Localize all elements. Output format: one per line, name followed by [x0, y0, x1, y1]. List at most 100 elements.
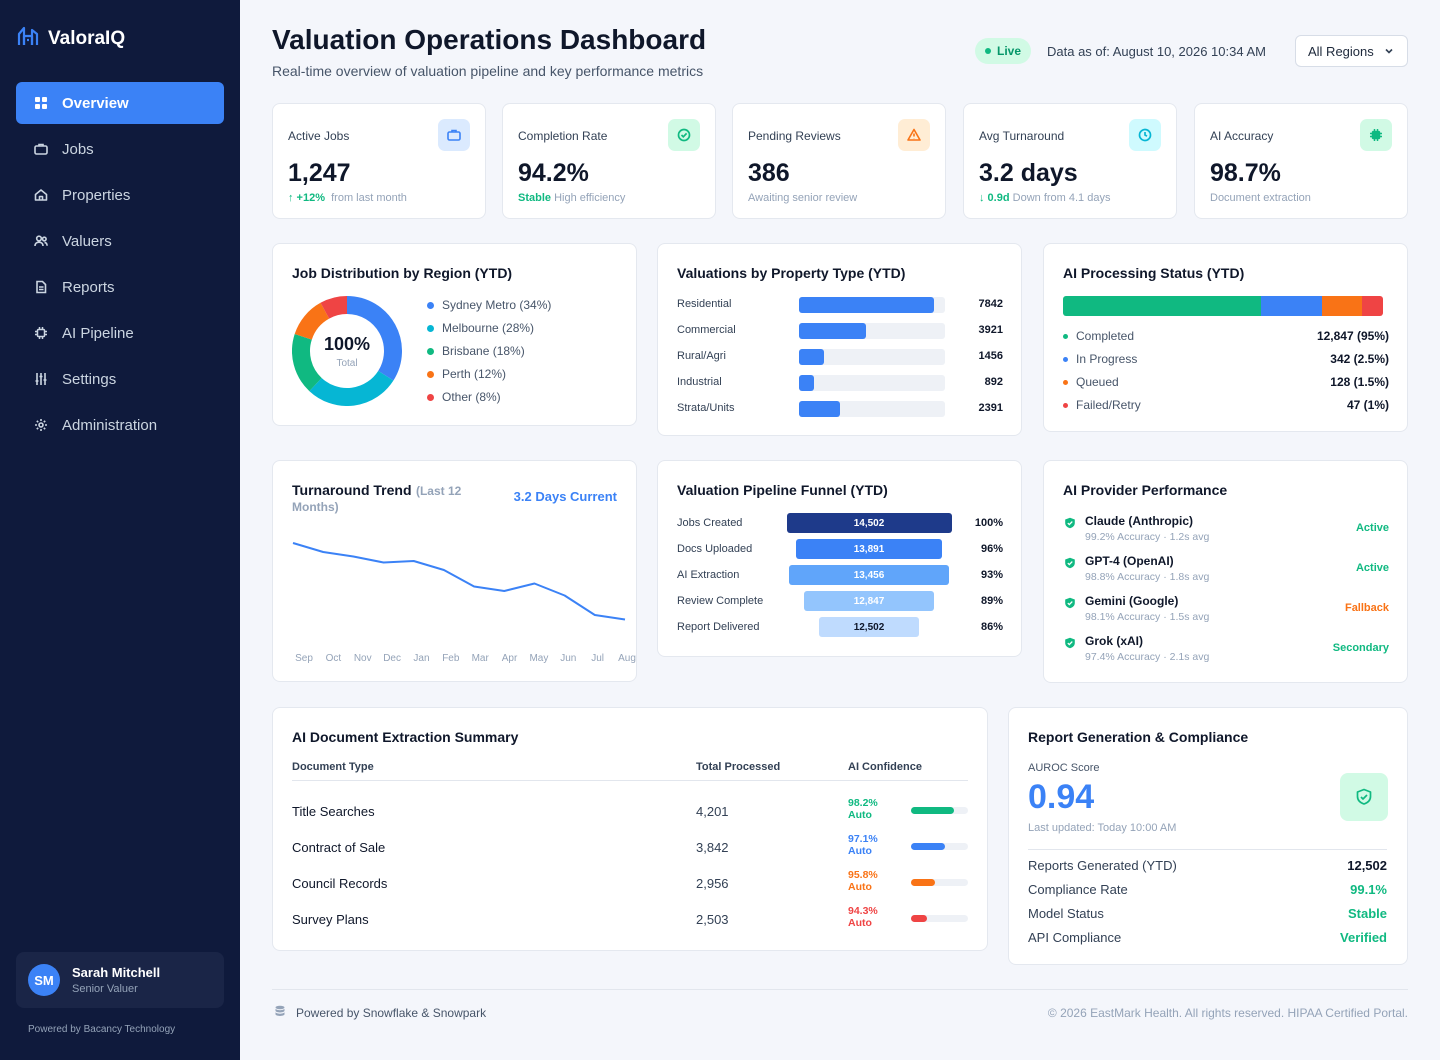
- live-badge: Live: [975, 38, 1032, 64]
- sidebar-item-label: AI Pipeline: [62, 324, 134, 342]
- bar-label: Strata/Units: [677, 402, 735, 414]
- ai-status-card: AI Processing Status (YTD) Completed 12,8…: [1043, 243, 1408, 432]
- sidebar-item-ai-pipeline[interactable]: AI Pipeline: [16, 312, 224, 354]
- region-distribution-card: Job Distribution by Region (YTD) 100% To…: [272, 243, 637, 426]
- sidebar-item-label: Reports: [62, 278, 115, 296]
- doc-type: Council Records: [292, 876, 388, 891]
- donut-center-label: Total: [336, 358, 358, 369]
- confidence-mode: Auto: [848, 881, 872, 893]
- funnel-pct: 96%: [980, 543, 1003, 555]
- data-timestamp: Data as of: August 10, 2026 10:34 AM: [1047, 44, 1266, 59]
- provider-row[interactable]: GPT-4 (OpenAI) 98.8% Accuracy · 1.8s avg A…: [1063, 554, 1389, 586]
- status-value: 12,847 (95%): [1316, 329, 1389, 343]
- sidebar-item-administration[interactable]: Administration: [16, 404, 224, 446]
- kpi-card-pending-reviews[interactable]: Pending Reviews 386 Awaiting senior revi…: [732, 103, 946, 219]
- x-tick-label: Jul: [591, 653, 604, 664]
- x-tick-label: Oct: [326, 653, 342, 664]
- confidence-track: [911, 915, 968, 922]
- funnel-pct: 100%: [974, 517, 1003, 529]
- page-subtitle: Real-time overview of valuation pipeline…: [272, 63, 704, 79]
- compliance-card: Report Generation & Compliance AUROC Sco…: [1008, 707, 1408, 965]
- sidebar-item-label: Settings: [62, 370, 117, 388]
- kpi-card-completion-rate[interactable]: Completion Rate 94.2% Stable High effici…: [502, 103, 716, 219]
- kpi-label: Completion Rate: [518, 129, 608, 143]
- kpi-sub-text: Down from 4.1 days: [1012, 192, 1111, 204]
- bar-fill: [799, 323, 867, 339]
- provider-row[interactable]: Grok (xAI) 97.4% Accuracy · 2.1s avg Secon…: [1063, 634, 1389, 666]
- doc-type: Contract of Sale: [292, 840, 386, 855]
- compliance-value: 12,502: [1347, 858, 1387, 873]
- kpi-label: Avg Turnaround: [979, 129, 1065, 143]
- sidebar-item-jobs[interactable]: Jobs: [16, 128, 224, 170]
- compliance-row: Compliance Rate 99.1%: [1028, 882, 1387, 900]
- doc-total: 3,842: [696, 840, 729, 855]
- briefcase-icon: [438, 119, 470, 151]
- funnel-bar: 12,847: [803, 591, 935, 611]
- donut-slice-0: [346, 296, 402, 381]
- status-item: In Progress 342 (2.5%): [1063, 352, 1389, 368]
- trend-title-note: (Last 12 Months): [292, 484, 462, 514]
- sidebar-nav: Overview Jobs Properties Valuers Reports…: [16, 82, 224, 450]
- card-title: Report Generation & Compliance: [1028, 729, 1249, 745]
- table-row[interactable]: Contract of Sale 3,842 97.1% Auto: [292, 833, 968, 861]
- sidebar-item-reports[interactable]: Reports: [16, 266, 224, 308]
- legend-item: Other (8%): [427, 390, 501, 404]
- kpi-card-ai-accuracy[interactable]: AI Accuracy 98.7% Document extraction: [1194, 103, 1408, 219]
- kpi-card-avg-turnaround[interactable]: Avg Turnaround 3.2 days ↓ 0.9d Down from…: [963, 103, 1177, 219]
- region-select[interactable]: All Regions: [1295, 35, 1408, 67]
- column-header-type[interactable]: Document Type: [292, 761, 374, 773]
- funnel-bar: 13,456: [788, 565, 950, 585]
- provider-performance-card: AI Provider Performance Claude (Anthropi…: [1043, 460, 1408, 683]
- provider-status: Active: [1355, 562, 1389, 574]
- status-segment: [1063, 296, 1262, 316]
- card-title: Job Distribution by Region (YTD): [292, 265, 513, 281]
- legend-item: Brisbane (18%): [427, 344, 525, 358]
- provider-row[interactable]: Claude (Anthropic) 99.2% Accuracy · 1.2s …: [1063, 514, 1389, 546]
- x-tick-label: Apr: [502, 653, 518, 664]
- sidebar-item-label: Jobs: [62, 140, 94, 158]
- card-title: Valuations by Property Type (YTD): [677, 265, 906, 281]
- x-tick-label: Jun: [560, 653, 576, 664]
- brand[interactable]: ValoraIQ: [16, 24, 125, 53]
- kpi-value: 94.2%: [518, 159, 589, 187]
- funnel-row: Review Complete 12,847 89%: [677, 591, 1003, 611]
- table-row[interactable]: Title Searches 4,201 98.2% Auto: [292, 797, 968, 825]
- status-item: Queued 128 (1.5%): [1063, 375, 1389, 391]
- kpi-card-active-jobs[interactable]: Active Jobs 1,247 ↑ +12% from last month: [272, 103, 486, 219]
- sidebar-item-valuers[interactable]: Valuers: [16, 220, 224, 262]
- sidebar-item-overview[interactable]: Overview: [16, 82, 224, 124]
- card-title: AI Processing Status (YTD): [1063, 265, 1245, 281]
- table-row[interactable]: Council Records 2,956 95.8% Auto: [292, 869, 968, 897]
- sidebar-item-settings[interactable]: Settings: [16, 358, 224, 400]
- confidence-fill: [911, 807, 954, 814]
- user-card[interactable]: SM Sarah Mitchell Senior Valuer: [16, 952, 224, 1008]
- table-row[interactable]: Survey Plans 2,503 94.3% Auto: [292, 905, 968, 933]
- sidebar-item-properties[interactable]: Properties: [16, 174, 224, 216]
- kpi-sub: Document extraction: [1210, 192, 1311, 204]
- funnel-label: Review Complete: [677, 595, 764, 607]
- column-header-confidence[interactable]: AI Confidence: [848, 761, 922, 773]
- bar-row: Commercial 3921: [677, 323, 1003, 339]
- trend-current-value: 3.2 Days Current: [513, 489, 617, 504]
- legend-dot-icon: [427, 370, 434, 378]
- provider-name: Gemini (Google): [1085, 594, 1179, 608]
- funnel-row: Report Delivered 12,502 86%: [677, 617, 1003, 637]
- bar-label: Commercial: [677, 324, 736, 336]
- bar-track: [799, 297, 945, 313]
- column-header-total[interactable]: Total Processed: [696, 761, 781, 773]
- users-icon: [34, 234, 48, 248]
- check-circle-icon: [668, 119, 700, 151]
- funnel-bar: 12,502: [818, 617, 920, 637]
- provider-row[interactable]: Gemini (Google) 98.1% Accuracy · 1.5s avg…: [1063, 594, 1389, 626]
- doc-confidence: 98.2% Auto: [848, 797, 878, 821]
- user-info: Sarah Mitchell Senior Valuer: [72, 965, 160, 995]
- funnel-label: Report Delivered: [677, 621, 760, 633]
- bar-track: [799, 323, 945, 339]
- legend-label: Other (8%): [442, 390, 501, 404]
- clock-icon: [1129, 119, 1161, 151]
- provider-status: Active: [1355, 522, 1389, 534]
- turnaround-trend-card: Turnaround Trend (Last 12 Months) 3.2 Da…: [272, 460, 637, 682]
- live-dot-icon: [985, 48, 991, 54]
- donut-slice-3: [294, 302, 330, 340]
- divider: [1028, 849, 1387, 850]
